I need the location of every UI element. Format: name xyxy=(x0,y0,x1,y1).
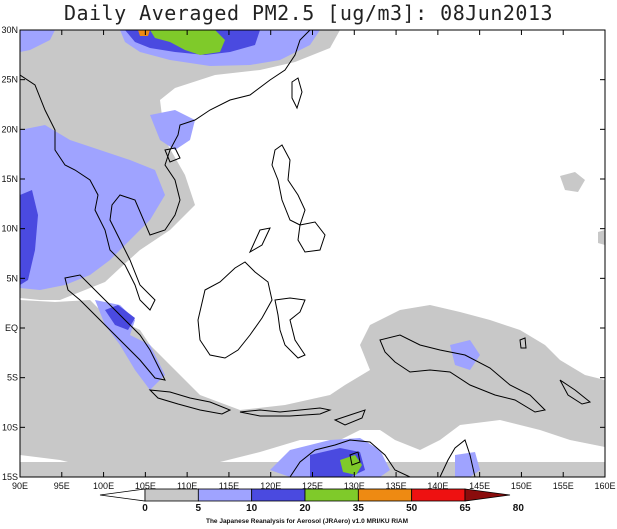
colorbar-label: 35 xyxy=(353,503,365,514)
colorbar-box xyxy=(251,488,306,502)
lon-tick-label: 95E xyxy=(54,481,70,491)
lon-tick-label: 90E xyxy=(12,481,28,491)
lon-tick-label: 150E xyxy=(511,481,532,491)
lat-tick-label: 10S xyxy=(2,422,18,432)
lon-tick-label: 160E xyxy=(594,481,615,491)
colorbar-box xyxy=(357,488,413,502)
pm25-band-50-65 xyxy=(138,30,150,36)
lat-tick-label: 25N xyxy=(1,75,18,85)
colorbar: 0 5 10 20 35 50 65 80 xyxy=(99,488,525,514)
lat-tick-label: 15S xyxy=(2,472,18,482)
lon-tick-label: 100E xyxy=(93,481,114,491)
lon-tick-label: 125E xyxy=(302,481,323,491)
lon-tick-label: 110E xyxy=(177,481,197,491)
colorbar-box xyxy=(144,488,199,502)
colorbar-label: 5 xyxy=(196,503,202,514)
lat-tick-label: 30N xyxy=(1,25,18,35)
lat-tick-label: 20N xyxy=(1,124,18,134)
colorbar-box xyxy=(411,488,466,502)
lat-tick-label: 15N xyxy=(1,174,18,184)
lat-tick-label: 5N xyxy=(6,273,18,283)
lat-tick-label: 10N xyxy=(1,224,18,234)
longitude-axis: 90E 95E 100E 105E 110E 115E 120E 125E 130E 135E 14… xyxy=(12,30,616,491)
coastlines xyxy=(20,30,592,477)
credit-line: The Japanese Reanalysis for Aerosol (JRA… xyxy=(206,518,408,525)
latitude-axis: 30N 25N 20N 15N 10N 5N EQ 5S 10S 15S xyxy=(1,25,605,482)
lon-tick-label: 135E xyxy=(386,481,407,491)
colorbar-box xyxy=(304,488,359,502)
colorbar-label: 0 xyxy=(142,503,148,514)
lon-tick-label: 155E xyxy=(553,481,574,491)
colorbar-label: 65 xyxy=(459,503,471,514)
colorbar-arrow-high xyxy=(464,488,511,502)
lon-tick-label: 130E xyxy=(344,481,365,491)
lat-tick-label: EQ xyxy=(5,323,18,333)
lat-tick-label: 5S xyxy=(7,373,18,383)
lon-tick-label: 120E xyxy=(260,481,281,491)
colorbar-label: 10 xyxy=(246,503,258,514)
colorbar-label: 20 xyxy=(299,503,311,514)
lon-tick-label: 115E xyxy=(219,481,239,491)
colorbar-box xyxy=(197,488,253,502)
lon-tick-label: 140E xyxy=(427,481,448,491)
pm25-band-35-50 xyxy=(150,30,362,475)
lon-tick-label: 145E xyxy=(469,481,490,491)
colorbar-label: 80 xyxy=(513,503,525,514)
lon-tick-label: 105E xyxy=(135,481,156,491)
map-title: Daily Averaged PM2.5 [ug/m3]: 08Jun2013 xyxy=(63,1,554,25)
colorbar-label: 50 xyxy=(406,503,418,514)
